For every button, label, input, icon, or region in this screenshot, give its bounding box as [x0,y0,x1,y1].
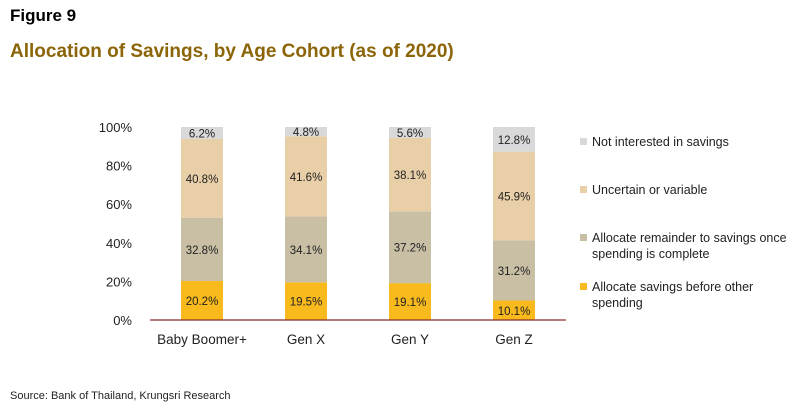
y-tick-label: 60% [106,197,132,212]
y-tick-label: 20% [106,274,132,289]
data-label: 12.8% [498,135,531,147]
y-tick-label: 80% [106,159,132,174]
data-label: 31.2% [498,266,531,278]
x-tick-label: Gen Z [495,332,533,347]
legend-label: Allocate remainder to savings once spend… [592,231,787,261]
y-tick-label: 40% [106,236,132,251]
data-label: 32.8% [186,245,219,257]
bar-segment [389,283,431,320]
bar-segment [493,240,535,301]
source-note: Source: Bank of Thailand, Krungsri Resea… [10,390,231,402]
data-label: 38.1% [394,170,427,182]
bar-segment [181,127,223,139]
data-label: 6.2% [189,128,215,140]
data-label: 20.2% [186,296,219,308]
data-label: 41.6% [290,172,323,184]
figure-label: Figure 9 [10,6,77,25]
bar-segment [181,217,223,282]
bar-segment [493,151,535,241]
bar-segment [493,300,535,320]
data-label: 40.8% [186,174,219,186]
data-label: 4.8% [293,127,319,139]
legend-swatch [580,138,587,145]
x-tick-label: Gen Y [391,332,429,347]
data-label: 10.1% [498,306,531,318]
bar-segment [285,282,327,320]
data-label: 45.9% [498,191,531,203]
data-label: 19.5% [290,297,323,309]
bar-segment [389,211,431,284]
bar-segment [285,216,327,283]
data-label: 37.2% [394,243,427,255]
data-label: 5.6% [397,128,423,140]
legend-swatch [580,186,587,193]
y-tick-label: 100% [99,120,133,135]
bar-segment [493,127,535,152]
bar-segment [389,127,431,138]
bar-segment [181,281,223,320]
bar-segment [285,136,327,217]
legend-swatch [580,234,587,241]
bar-segment [285,127,327,137]
legend-label: Not interested in savings [592,135,729,149]
y-tick-label: 0% [113,313,132,328]
legend-label: Allocate savings before other spending [592,280,754,310]
data-label: 34.1% [290,245,323,257]
bar-segment [181,138,223,218]
x-tick-label: Gen X [287,332,325,347]
bar-segment [389,137,431,212]
legend-swatch [580,283,587,290]
data-label: 19.1% [394,297,427,309]
legend-label: Uncertain or variable [592,183,708,197]
x-tick-label: Baby Boomer+ [157,332,247,347]
chart-title: Allocation of Savings, by Age Cohort (as… [10,41,454,62]
